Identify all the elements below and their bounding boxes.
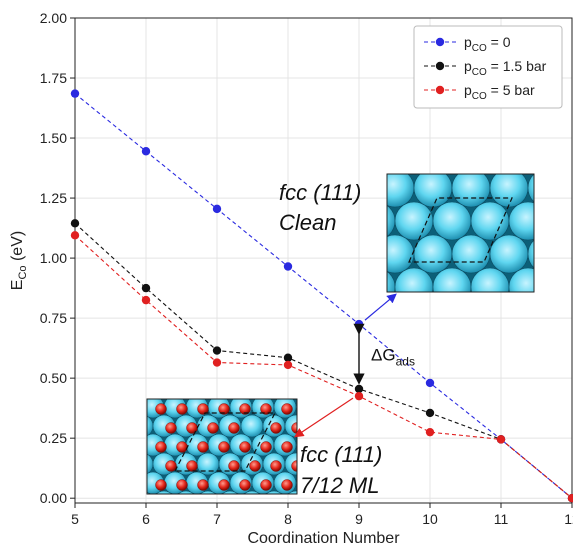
x-tick-label: 8 [284, 511, 292, 527]
clean-label-line2: Clean [279, 210, 336, 235]
series-1-point [425, 408, 435, 418]
series-1-point [141, 283, 151, 293]
series-1-point [212, 346, 222, 355]
x-tick-label: 12 [564, 511, 573, 527]
series-1-point [283, 353, 293, 362]
series-2-point [496, 435, 506, 444]
legend-label: pCO = 1.5 bar [464, 58, 547, 78]
adsorbed-label-line1: fcc (111) [300, 442, 382, 467]
series-line-1 [74, 222, 573, 499]
series-2-point [283, 360, 293, 370]
x-axis-label: Coordination Number [247, 530, 400, 547]
clean-label-line1: fcc (111) [279, 180, 361, 205]
delta-g-main: ΔG [371, 346, 396, 365]
y-axis-label-unit: (eV) [9, 231, 26, 266]
x-tick-label: 10 [422, 511, 438, 527]
legend: pCO = 0 pCO = 1.5 bar pCO = 5 bar [413, 25, 563, 109]
series-0-point [283, 262, 293, 271]
series-0-point [425, 378, 435, 388]
y-tick-label: 1.75 [40, 70, 67, 86]
series-1-point [354, 384, 364, 394]
series-2-point [425, 427, 435, 437]
legend-marker [435, 61, 445, 71]
series-2-point [212, 358, 222, 367]
legend-marker [435, 85, 445, 95]
x-tick-label: 7 [213, 511, 221, 527]
adsorbed-pointer-arrow [294, 397, 354, 438]
y-tick-label: 1.50 [40, 130, 67, 146]
y-tick-label: 0.25 [40, 430, 67, 446]
x-tick-label: 6 [142, 511, 150, 527]
axis-ticks: 5 6 7 8 9 10 11 12 0.00 0.25 0.50 0.75 1.00 1.25 1.50 1… [40, 10, 573, 527]
adsorbed-label-line2: 7/12 ML [300, 473, 380, 498]
legend-marker [435, 37, 445, 47]
legend-label: pCO = 0 [464, 34, 511, 54]
y-axis-label-main: E [9, 280, 26, 291]
plot-area-frame [74, 17, 573, 504]
clean-pointer-arrow [364, 293, 397, 321]
x-tick-label: 9 [355, 511, 363, 527]
x-tick-label: 5 [71, 511, 79, 527]
y-tick-label: 0.50 [40, 370, 67, 386]
legend-label: pCO = 5 bar [464, 82, 535, 102]
series-2-point [354, 391, 364, 401]
y-tick-label: 0.00 [40, 490, 67, 506]
series-2-point [141, 295, 151, 305]
co-adsorbed-inset [146, 398, 298, 495]
y-tick-label: 1.00 [40, 250, 67, 266]
y-tick-label: 0.75 [40, 310, 67, 326]
series-0-point [212, 204, 222, 214]
y-axis-label: ECo (eV) [9, 231, 29, 290]
delta-g-label: ΔGads [371, 346, 415, 369]
y-tick-label: 2.00 [40, 10, 67, 26]
x-tick-label: 11 [494, 511, 509, 527]
y-axis-label-sub: Co [17, 265, 29, 279]
clean-surface-inset [386, 173, 535, 293]
series-line-0 [74, 93, 573, 499]
series-0-point [141, 147, 151, 156]
series-line-2 [74, 234, 573, 499]
series-0-point [70, 89, 80, 98]
series-0-point [354, 319, 364, 329]
series-1-point [70, 219, 80, 228]
delta-g-sub: ads [396, 355, 415, 369]
series-layer [70, 89, 573, 503]
y-tick-label: 1.25 [40, 190, 67, 206]
series-2-point [70, 231, 80, 240]
series-2-point [567, 493, 573, 503]
